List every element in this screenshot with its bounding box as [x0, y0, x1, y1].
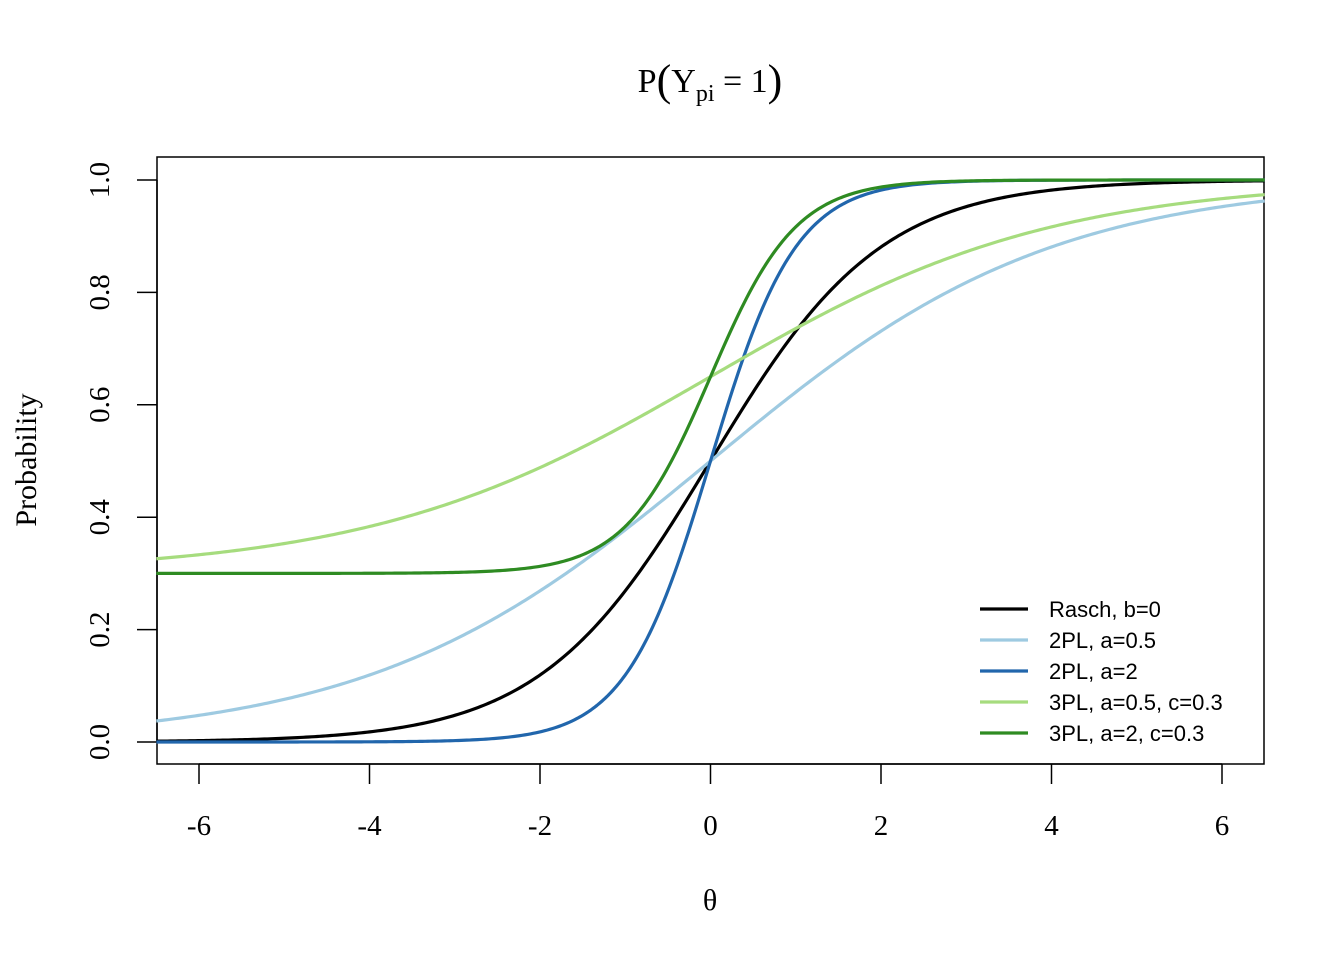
x-tick-label: -6: [187, 810, 211, 842]
x-axis-label: θ: [703, 884, 717, 917]
title-prefix: P: [638, 63, 657, 100]
x-tick-label: -4: [357, 810, 382, 842]
series-lines: [156, 178, 1265, 744]
x-tick-label: 2: [874, 810, 889, 842]
y-tick-label: 0.0: [84, 724, 116, 760]
title-subscript: pi: [696, 81, 715, 107]
legend-label: 2PL, a=0.5: [1049, 628, 1156, 653]
title-close-paren: ): [768, 56, 783, 105]
y-tick-label: 0.2: [84, 611, 116, 647]
x-tick-label: 0: [703, 810, 718, 842]
y-tick-label: 0.4: [84, 499, 116, 536]
title-open-paren: (: [657, 56, 672, 105]
y-axis-label: Probability: [10, 393, 43, 526]
title-suffix: = 1: [714, 63, 767, 100]
x-tick-label: 6: [1215, 810, 1230, 842]
x-tick-label: -2: [528, 810, 552, 842]
y-tick-label: 0.8: [84, 274, 116, 310]
title-var: Y: [671, 63, 696, 100]
legend: Rasch, b=0 2PL, a=0.5 2PL, a=2 3PL, a=0.5, …: [980, 597, 1223, 746]
legend-label: Rasch, b=0: [1049, 597, 1161, 622]
y-tick-label: 1.0: [84, 162, 116, 198]
series-line: [156, 178, 1265, 744]
chart-title: P(Ypi = 1): [638, 56, 783, 107]
x-tick-label: 4: [1044, 810, 1059, 842]
legend-label: 3PL, a=2, c=0.3: [1049, 721, 1204, 746]
legend-label: 2PL, a=2: [1049, 659, 1138, 684]
x-axis: -6 -4 -2 0 2 4 6: [187, 763, 1230, 842]
y-axis: 0.0 0.2 0.4 0.6 0.8 1.0: [84, 162, 158, 760]
series-line: [156, 178, 1265, 576]
legend-label: 3PL, a=0.5, c=0.3: [1049, 690, 1223, 715]
y-tick-label: 0.6: [84, 387, 116, 423]
